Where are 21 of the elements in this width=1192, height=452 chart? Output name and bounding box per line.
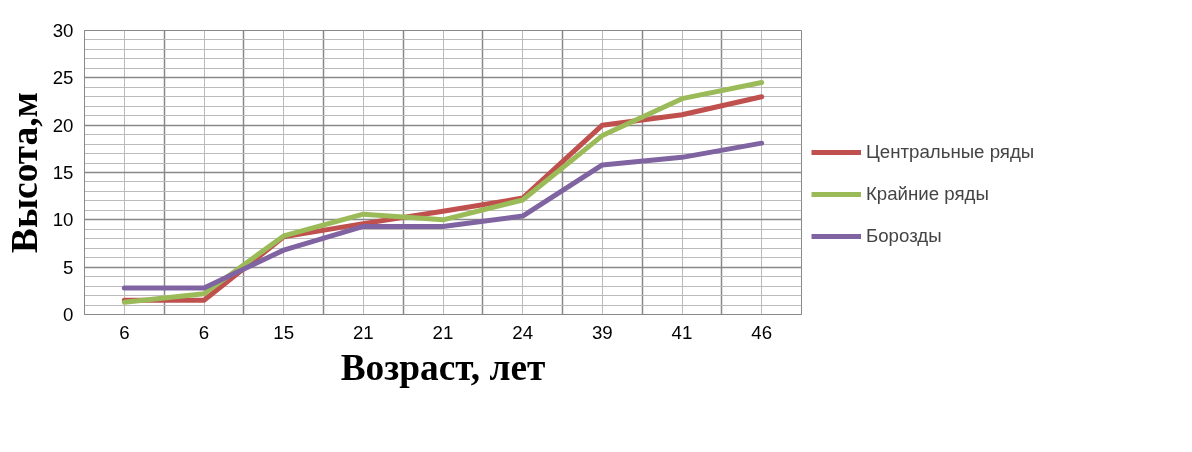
y-tick-label: 20 [52, 114, 74, 136]
x-tick-label: 15 [273, 321, 295, 343]
x-axis-title: Возраст, лет [340, 346, 546, 388]
x-tick-label: 46 [751, 321, 773, 343]
legend-label: Крайние ряды [866, 183, 989, 205]
legend-label: Центральные ряды [866, 141, 1035, 163]
legend-label: Борозды [866, 225, 942, 247]
y-tick-label: 30 [52, 20, 74, 41]
y-tick-label: 10 [52, 209, 74, 231]
x-tick-label: 6 [119, 321, 130, 343]
x-tick-label: 41 [671, 321, 693, 343]
x-tick-label: 24 [512, 321, 534, 343]
x-tick-label: 6 [198, 321, 210, 343]
y-axis-title: Высота,м [3, 92, 45, 253]
x-tick-label: 21 [432, 321, 454, 343]
y-tick-label: 5 [63, 256, 74, 278]
y-tick-label: 0 [63, 304, 74, 325]
y-tick-label: 25 [52, 67, 74, 89]
x-tick-label: 39 [591, 321, 613, 343]
y-tick-label: 15 [52, 162, 74, 183]
x-tick-label: 21 [352, 321, 374, 343]
